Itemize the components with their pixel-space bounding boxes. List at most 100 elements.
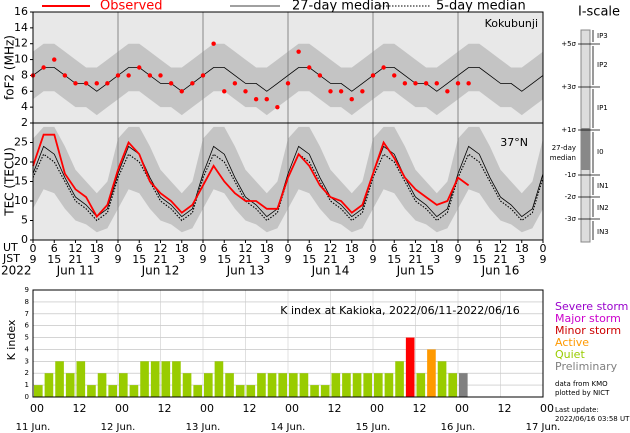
ut-tick-label: 6 xyxy=(306,242,313,255)
bar xyxy=(448,373,457,397)
y-tick-label: 9 xyxy=(25,286,29,294)
update-time: 2022/06/16 03:58 UT xyxy=(555,415,630,423)
bar xyxy=(267,373,277,397)
y-tick-label: 2 xyxy=(21,116,28,129)
jst-tick-label: 3 xyxy=(518,253,525,266)
observed-point xyxy=(232,81,238,86)
ut-tick-label: 12 xyxy=(494,242,508,255)
day-label: Jun 13 xyxy=(226,264,265,278)
k-legend-label: Minor storm xyxy=(555,324,621,337)
y-tick-label: 0 xyxy=(25,393,29,401)
axis-row-title: JST xyxy=(2,252,20,265)
x-tick-label: 00 xyxy=(200,402,214,415)
day-label: Jun 12 xyxy=(141,264,180,278)
bar xyxy=(214,361,224,397)
sigma-label: -1σ xyxy=(565,171,577,179)
x-tick-label: 00 xyxy=(370,402,384,415)
observed-point xyxy=(466,81,471,86)
level-label: I0 xyxy=(597,148,604,156)
ut-tick-label: 0 xyxy=(115,242,122,255)
k-title: K index at Kakioka, 2022/06/11-2022/06/1… xyxy=(280,304,519,317)
y-tick-label: 6 xyxy=(21,84,28,97)
y-tick-label: 20 xyxy=(14,155,28,168)
jst-tick-label: 3 xyxy=(433,253,440,266)
jst-tick-label: 21 xyxy=(409,253,423,266)
jst-tick-label: 21 xyxy=(239,253,253,266)
ut-tick-label: 12 xyxy=(69,242,83,255)
observed-point xyxy=(317,73,323,78)
observed-point xyxy=(83,81,89,86)
bar xyxy=(289,373,298,397)
k-legend-label: Active xyxy=(555,336,589,349)
x-tick-label: 00 xyxy=(285,402,299,415)
date-label: 15 Jun. xyxy=(356,422,391,433)
observed-point xyxy=(115,73,121,78)
sigma-label: +5σ xyxy=(561,40,576,48)
jst-tick-label: 15 xyxy=(132,253,146,266)
bar xyxy=(129,385,139,397)
iscale-median-band xyxy=(581,128,590,170)
observed-point xyxy=(381,65,386,70)
observed-point xyxy=(52,57,57,62)
bar xyxy=(172,361,181,397)
observed-point xyxy=(413,81,418,86)
observed-point xyxy=(423,81,429,86)
y-tick-label: 7 xyxy=(25,310,29,318)
observed-point xyxy=(296,49,301,54)
y-tick-label: 10 xyxy=(14,194,28,207)
credit: plotted by NICT xyxy=(555,389,610,397)
observed-point xyxy=(168,81,174,86)
x-tick-label: 12 xyxy=(328,402,342,415)
x-tick-label: 12 xyxy=(243,402,257,415)
observed-point xyxy=(349,97,354,102)
bar xyxy=(182,373,192,397)
day-label: Jun 16 xyxy=(481,264,520,278)
ut-tick-label: 12 xyxy=(239,242,253,255)
ut-tick-label: 6 xyxy=(221,242,228,255)
k-legend-label: Quiet xyxy=(555,348,585,361)
jst-tick-label: 3 xyxy=(348,253,355,266)
bar xyxy=(437,361,447,397)
jst-tick-label: 9 xyxy=(370,253,377,266)
bar xyxy=(459,373,468,397)
bar xyxy=(352,373,362,397)
observed-point xyxy=(105,81,110,86)
year-label: 2022 xyxy=(1,264,32,278)
y-axis-title: foF2 (MHz) xyxy=(3,35,17,100)
bar xyxy=(150,361,160,397)
median-label: median xyxy=(550,154,576,162)
legend-label: 5-day median xyxy=(436,0,526,14)
sigma-label: +1σ xyxy=(561,126,576,134)
observed-point xyxy=(360,89,365,94)
k-legend-label: Severe storm xyxy=(555,300,628,313)
observed-point xyxy=(179,89,184,94)
update-title: Last update: xyxy=(555,406,599,414)
observed-point xyxy=(147,73,153,78)
date-label: 14 Jun. xyxy=(271,422,306,433)
sigma-label: +3σ xyxy=(561,83,576,91)
observed-point xyxy=(275,104,280,110)
x-tick-label: 00 xyxy=(115,402,129,415)
day-label: Jun 14 xyxy=(311,264,350,278)
observed-point xyxy=(392,73,397,78)
bar xyxy=(320,385,330,397)
bar xyxy=(278,373,287,397)
jst-tick-label: 21 xyxy=(154,253,168,266)
observed-point xyxy=(137,65,142,70)
bar xyxy=(374,373,383,397)
jst-tick-label: 15 xyxy=(47,253,61,266)
jst-tick-label: 9 xyxy=(285,253,292,266)
bar xyxy=(119,373,128,397)
observed-point xyxy=(62,73,68,78)
bar xyxy=(76,361,86,397)
y-tick-label: 10 xyxy=(14,53,28,66)
y-tick-label: 3 xyxy=(25,357,29,365)
observed-point xyxy=(285,81,291,86)
y-tick-label: 5 xyxy=(25,334,29,342)
observed-point xyxy=(370,73,376,78)
jst-tick-label: 9 xyxy=(30,253,37,266)
observed-point xyxy=(455,81,461,86)
series-line xyxy=(32,145,544,218)
observed-point xyxy=(253,97,259,102)
